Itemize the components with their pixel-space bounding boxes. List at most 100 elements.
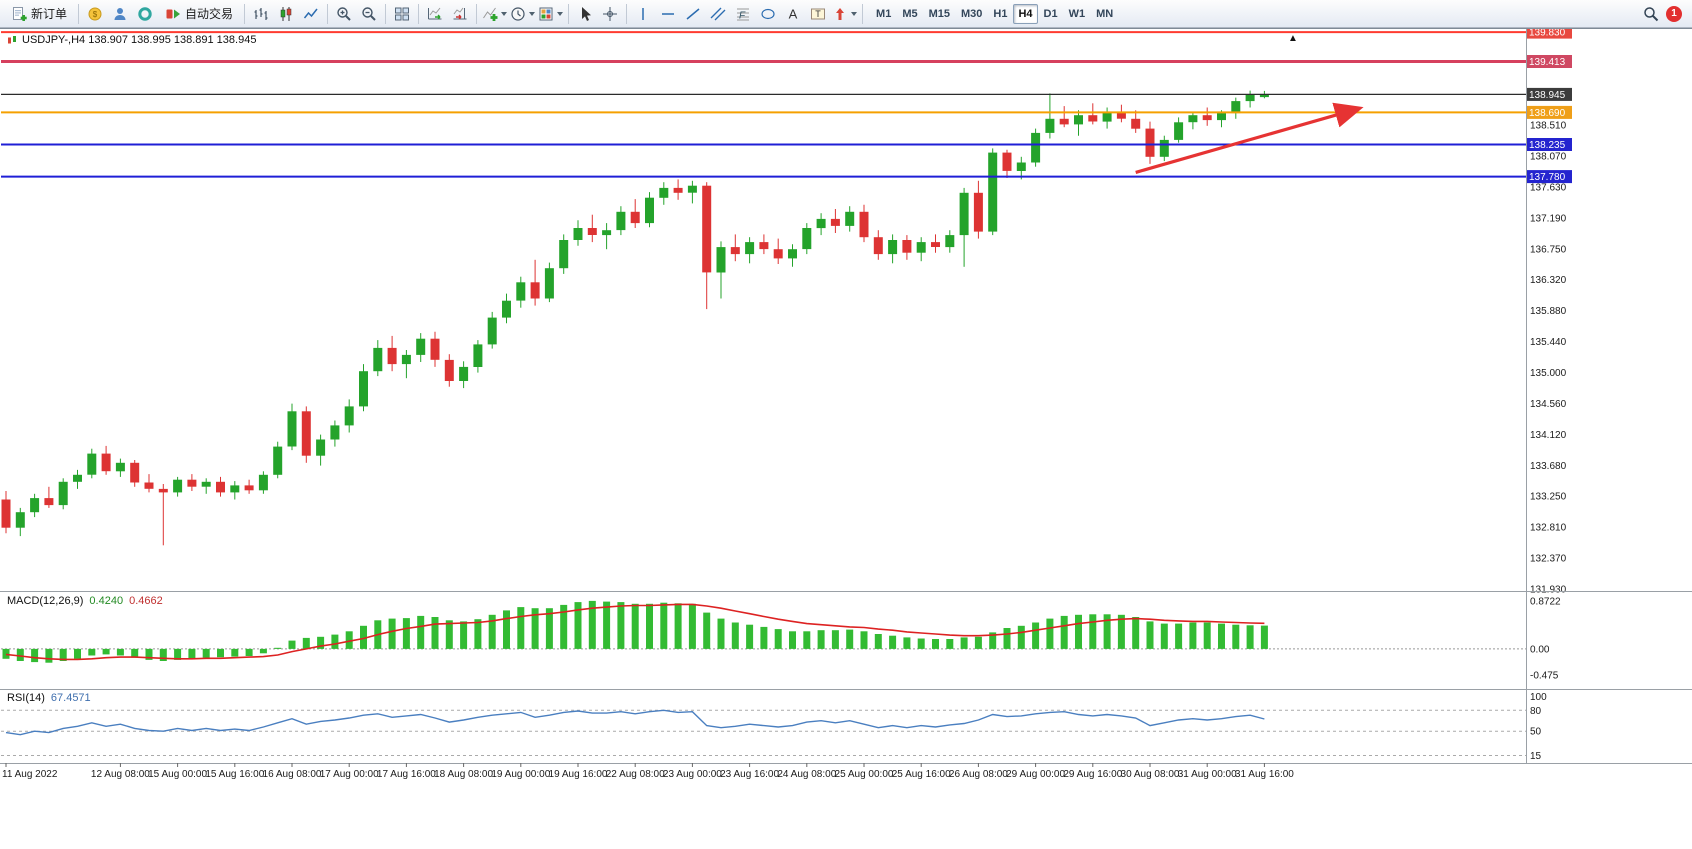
price-scale-label: 136.320 [1530,275,1567,286]
price-scale-label: 137.630 [1530,183,1567,194]
rsi-scale-label: 15 [1530,751,1542,762]
fibonacci-icon: F [735,6,751,22]
chart-title: USDJPY-,H4 138.907 138.995 138.891 138.9… [7,34,256,46]
svg-text:F: F [739,10,746,21]
toolbar-separator [862,3,864,24]
price-scale-label: 134.560 [1530,399,1567,410]
text-label-icon: T [810,6,826,22]
navigator-button[interactable] [108,3,132,25]
time-scale-label: 26 Aug 08:00 [949,769,1008,780]
search-icon [1643,6,1659,22]
timeframe-h1-button[interactable]: H1 [993,7,1008,20]
text-label-button[interactable]: T [806,3,830,25]
channel-button[interactable] [706,3,730,25]
new-order-label: 新订单 [31,7,68,21]
arrows-icon [832,6,848,22]
chart-window: 138.510 138.070 137.630 137.190 136.750 136.3… [0,28,1692,849]
timeframe-mn-button[interactable]: MN [1096,7,1114,20]
time-scale-label: 18 Aug 08:00 [434,769,493,780]
toolbar-separator [385,3,387,24]
crosshair-button[interactable] [598,3,622,25]
vertical-line-button[interactable] [631,3,655,25]
time-scale-label: 17 Aug 16:00 [377,769,436,780]
svg-text:137.780: 137.780 [1529,172,1566,183]
trend-arrow-annotation[interactable] [1135,102,1364,174]
toolbar-separator [626,3,628,24]
price-scale-label: 138.510 [1530,121,1567,132]
rsi-scale-label: 50 [1530,727,1542,738]
svg-text:138.235: 138.235 [1529,140,1566,151]
support-button[interactable] [133,3,157,25]
price-scale-label: 137.190 [1530,214,1567,225]
trendline-icon [685,6,701,22]
periods-icon [510,6,526,22]
price-scale-label: 135.440 [1530,337,1567,348]
arrows-button[interactable] [831,3,858,25]
time-scale-label: 29 Aug 00:00 [1006,769,1065,780]
price-tag: 138.690 [1526,105,1572,119]
timeframe-m30-button[interactable]: M30 [961,7,983,20]
bar-chart-icon [253,6,269,22]
autotrading-button[interactable]: 自动交易 [158,3,240,25]
text-icon: A [785,6,801,22]
text-button[interactable]: A [781,3,805,25]
rsi-line [5,709,1265,736]
shapes-button[interactable] [756,3,780,25]
templates-button[interactable] [537,3,564,25]
price-scale-label: 135.880 [1530,306,1567,317]
main-toolbar: 新订单 $ 自动交易 F A T M1 M5 M15 M30 H1 H4 D1 W1 MN 1 [0,0,1692,28]
macd-scale-label: 0.8722 [1530,596,1561,607]
price-tag: 139.413 [1526,55,1572,68]
timeframe-d1-button[interactable]: D1 [1043,7,1058,20]
chart-canvas[interactable]: 138.510 138.070 137.630 137.190 136.750 136.3… [0,29,1692,849]
indicators-button[interactable] [481,3,508,25]
macd-indicator-label: MACD(12,26,9) 0.4240 0.4662 [7,595,163,607]
timeframe-group: M1 M5 M15 M30 H1 H4 D1 W1 MN [871,3,1118,24]
timeframe-m5-button[interactable]: M5 [902,7,918,20]
horizontal-line-button[interactable] [656,3,680,25]
new-order-button[interactable]: 新订单 [4,3,74,25]
time-scale-label: 17 Aug 00:00 [320,769,379,780]
search-button[interactable] [1639,3,1663,25]
fibonacci-button[interactable]: F [731,3,755,25]
candlestick-chart-button[interactable] [274,3,298,25]
market-watch-button[interactable]: $ [83,3,107,25]
toolbar-separator [568,3,570,24]
price-scale-label: 132.370 [1530,554,1567,565]
tile-windows-button[interactable] [390,3,414,25]
cursor-button[interactable] [573,3,597,25]
timeframe-h4-button[interactable]: H4 [1013,3,1038,24]
timeframe-m15-button[interactable]: M15 [928,7,950,20]
trendline-button[interactable] [681,3,705,25]
time-scale-label: 15 Aug 00:00 [148,769,207,780]
svg-text:T: T [815,9,821,19]
time-scale-label: 23 Aug 00:00 [663,769,722,780]
time-scale-label: 23 Aug 16:00 [720,769,779,780]
price-tag: 139.830 [1526,29,1572,39]
auto-scroll-icon [427,6,443,22]
timeframe-m1-button[interactable]: M1 [876,7,892,20]
price-scale-label: 135.000 [1530,368,1567,379]
time-scale-label: 11 Aug 2022 [2,769,58,780]
macd-signal-value: 0.4662 [129,595,163,607]
crosshair-icon [602,6,618,22]
toolbar-separator [327,3,329,24]
time-scale-label: 12 Aug 08:00 [91,769,150,780]
line-chart-button[interactable] [299,3,323,25]
auto-scroll-button[interactable] [423,3,447,25]
notification-badge[interactable]: 1 [1666,5,1682,22]
zoom-out-button[interactable] [357,3,381,25]
periods-button[interactable] [509,3,536,25]
arrow-marker-annotation[interactable]: ▲ [1288,33,1298,44]
time-axis[interactable] [0,763,1692,787]
bar-chart-button[interactable] [249,3,273,25]
timeframe-w1-button[interactable]: W1 [1068,7,1086,20]
price-axis[interactable] [1526,29,1692,763]
zoom-in-button[interactable] [332,3,356,25]
toolbar-separator [78,3,80,24]
time-scale-label: 29 Aug 16:00 [1063,769,1122,780]
dropdown-caret-icon [529,11,536,16]
chart-shift-button[interactable] [448,3,472,25]
